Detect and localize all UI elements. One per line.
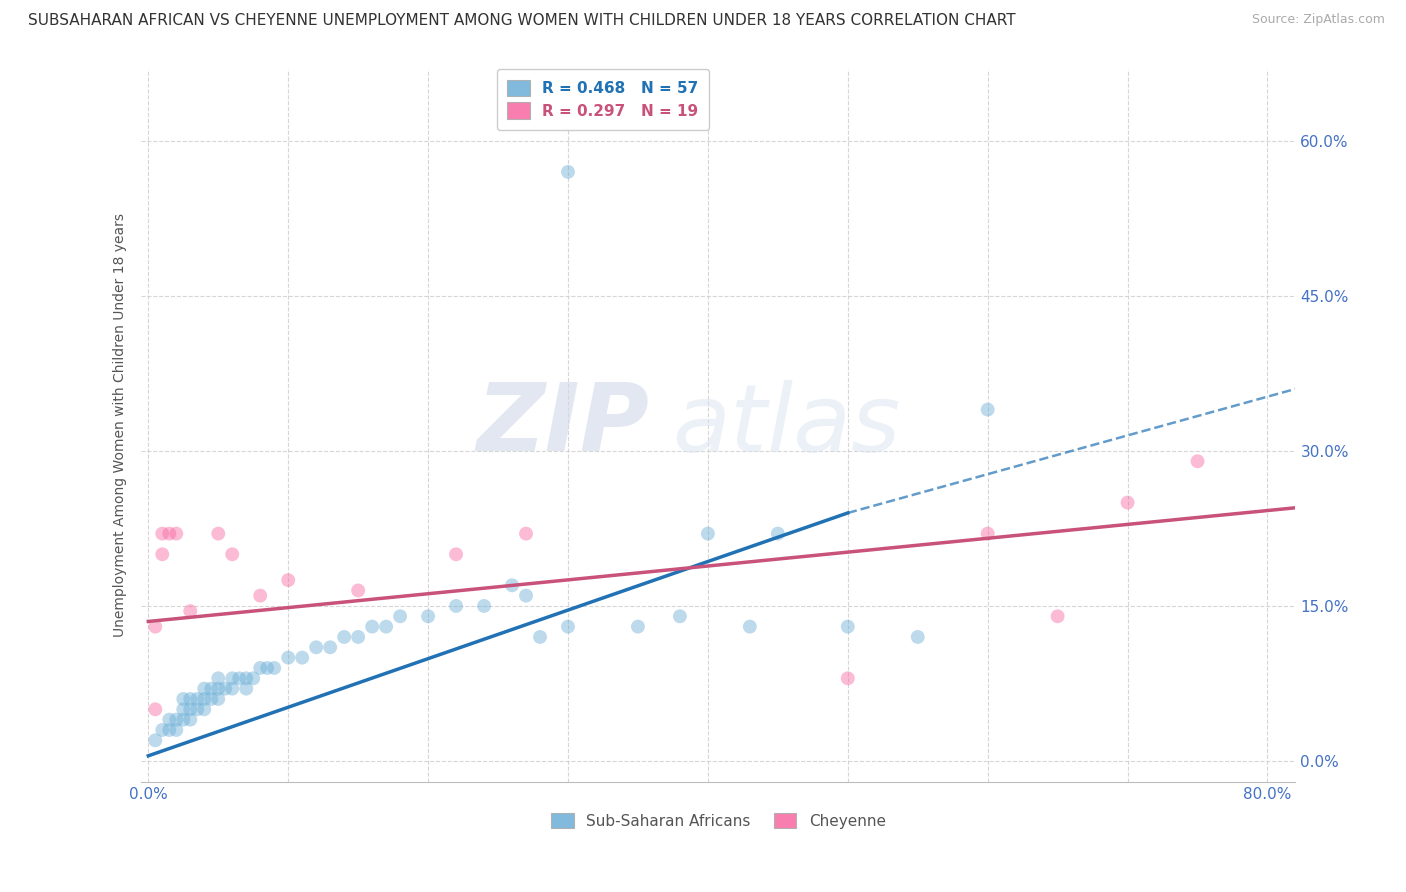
- Point: [515, 526, 537, 541]
- Point: [738, 619, 761, 633]
- Point: [200, 692, 222, 706]
- Point: [347, 583, 370, 598]
- Y-axis label: Unemployment Among Women with Children Under 18 years: Unemployment Among Women with Children U…: [114, 213, 128, 637]
- Text: atlas: atlas: [672, 380, 900, 471]
- Point: [361, 619, 384, 633]
- Point: [696, 526, 718, 541]
- Point: [172, 692, 194, 706]
- Point: [907, 630, 929, 644]
- Point: [515, 589, 537, 603]
- Point: [347, 630, 370, 644]
- Point: [837, 619, 859, 633]
- Point: [249, 661, 271, 675]
- Point: [186, 692, 208, 706]
- Point: [179, 713, 201, 727]
- Point: [416, 609, 439, 624]
- Point: [172, 702, 194, 716]
- Point: [200, 681, 222, 696]
- Point: [193, 702, 215, 716]
- Point: [221, 671, 243, 685]
- Point: [150, 723, 173, 737]
- Point: [221, 547, 243, 561]
- Point: [976, 526, 998, 541]
- Point: [837, 671, 859, 685]
- Point: [165, 713, 187, 727]
- Point: [529, 630, 551, 644]
- Point: [444, 547, 467, 561]
- Point: [165, 723, 187, 737]
- Point: [319, 640, 342, 655]
- Point: [669, 609, 692, 624]
- Point: [221, 681, 243, 696]
- Point: [242, 671, 264, 685]
- Point: [157, 526, 180, 541]
- Point: [1116, 495, 1139, 509]
- Point: [193, 681, 215, 696]
- Point: [263, 661, 285, 675]
- Point: [150, 547, 173, 561]
- Point: [305, 640, 328, 655]
- Point: [291, 650, 314, 665]
- Point: [179, 702, 201, 716]
- Text: ZIP: ZIP: [477, 379, 650, 471]
- Point: [557, 619, 579, 633]
- Point: [277, 650, 299, 665]
- Point: [143, 733, 166, 747]
- Point: [207, 681, 229, 696]
- Point: [157, 723, 180, 737]
- Point: [235, 681, 257, 696]
- Point: [249, 589, 271, 603]
- Text: SUBSAHARAN AFRICAN VS CHEYENNE UNEMPLOYMENT AMONG WOMEN WITH CHILDREN UNDER 18 Y: SUBSAHARAN AFRICAN VS CHEYENNE UNEMPLOYM…: [28, 13, 1015, 29]
- Point: [143, 702, 166, 716]
- Point: [235, 671, 257, 685]
- Point: [207, 526, 229, 541]
- Point: [256, 661, 278, 675]
- Legend: Sub-Saharan Africans, Cheyenne: Sub-Saharan Africans, Cheyenne: [546, 806, 891, 835]
- Point: [179, 692, 201, 706]
- Point: [277, 573, 299, 587]
- Point: [150, 526, 173, 541]
- Point: [193, 692, 215, 706]
- Point: [228, 671, 250, 685]
- Point: [557, 165, 579, 179]
- Point: [165, 526, 187, 541]
- Point: [143, 619, 166, 633]
- Point: [501, 578, 523, 592]
- Point: [186, 702, 208, 716]
- Text: Source: ZipAtlas.com: Source: ZipAtlas.com: [1251, 13, 1385, 27]
- Point: [1187, 454, 1209, 468]
- Point: [375, 619, 398, 633]
- Point: [627, 619, 650, 633]
- Point: [389, 609, 412, 624]
- Point: [472, 599, 495, 613]
- Point: [207, 692, 229, 706]
- Point: [976, 402, 998, 417]
- Point: [207, 671, 229, 685]
- Point: [766, 526, 789, 541]
- Point: [333, 630, 356, 644]
- Point: [157, 713, 180, 727]
- Point: [172, 713, 194, 727]
- Point: [444, 599, 467, 613]
- Point: [179, 604, 201, 618]
- Point: [1046, 609, 1069, 624]
- Point: [214, 681, 236, 696]
